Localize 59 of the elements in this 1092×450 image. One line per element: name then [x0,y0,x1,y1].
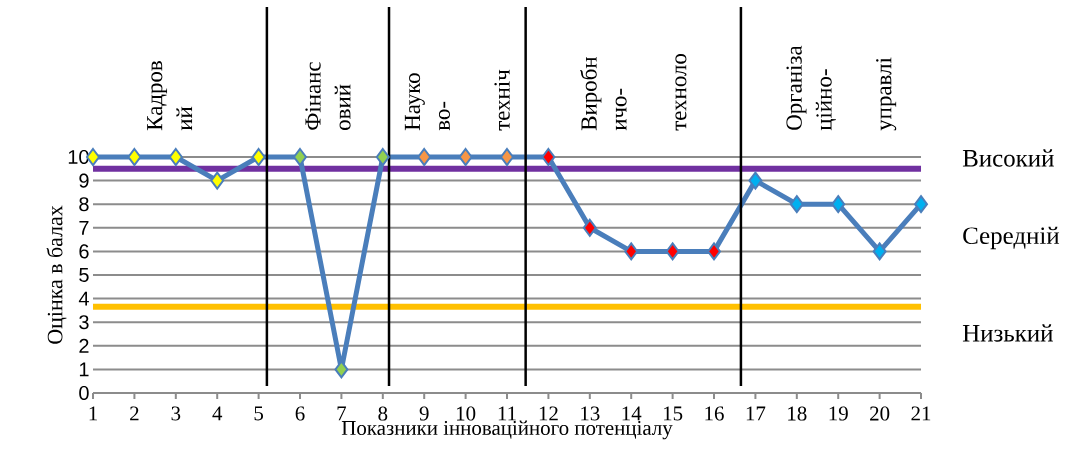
y-tick-label: 7 [79,220,89,235]
text: Середній [963,226,1060,250]
x-tick-label: 17 [746,406,766,421]
x-tick-label: 9 [419,406,429,421]
x-tick-label: 12 [539,406,558,421]
x-tick-label: 21 [911,406,931,421]
text: Кадров ий [147,61,193,131]
x-tick-label: 14 [622,406,642,421]
point [500,147,515,166]
y-tick-label: 5 [79,268,89,282]
x-tick-label: 19 [829,406,848,421]
x-tick-label: 20 [870,406,890,421]
x-tick-label: 18 [788,406,807,421]
point [251,147,266,166]
x-tick-label: 15 [663,406,683,421]
text: Організа ційно- управлі [786,45,897,131]
y-tick-label: 4 [78,291,89,306]
point [748,171,763,190]
x-tick-label: 5 [254,406,264,421]
point [127,147,142,166]
y-tick-label: 2 [79,338,89,353]
x-tick-label: 11 [498,406,516,421]
y-tick-label: 1 [79,362,89,377]
text: Фінанс овий [305,62,351,130]
x-tick-label: 6 [295,406,305,421]
x-tick-label: 10 [456,406,476,421]
y-axis-title: Оцінка в балах [46,205,67,344]
y-tick-label: 0 [79,385,89,401]
x-axis-title: Показники інноваційного потенціалу [341,420,673,440]
point [375,147,390,166]
text: Низький [962,324,1053,342]
y-tick-label: 9 [79,173,89,188]
point [872,242,887,261]
point [914,195,929,214]
x-tick-label: 2 [130,406,139,421]
point [293,147,308,166]
x-tick-label: 13 [581,406,600,421]
text: Науко во- техніч [404,69,510,131]
x-tick-label: 8 [378,406,388,421]
text: Високий [962,149,1054,167]
text: Виробн ичо- техноло [580,53,687,131]
y-tick-label: 6 [79,244,89,259]
point [168,147,183,166]
point [582,218,597,237]
point [624,242,639,261]
point [210,171,225,190]
point [665,242,680,261]
x-tick-label: 3 [171,406,181,421]
point [789,195,804,214]
x-tick-label: 16 [705,406,724,421]
point [707,242,722,261]
x-tick-label: 7 [337,406,347,421]
y-tick-label: 3 [79,315,89,330]
point [417,147,432,166]
point [541,147,556,166]
point [831,195,846,214]
point [458,147,473,166]
x-tick-label: 4 [212,406,223,421]
y-tick-label: 8 [79,197,89,212]
